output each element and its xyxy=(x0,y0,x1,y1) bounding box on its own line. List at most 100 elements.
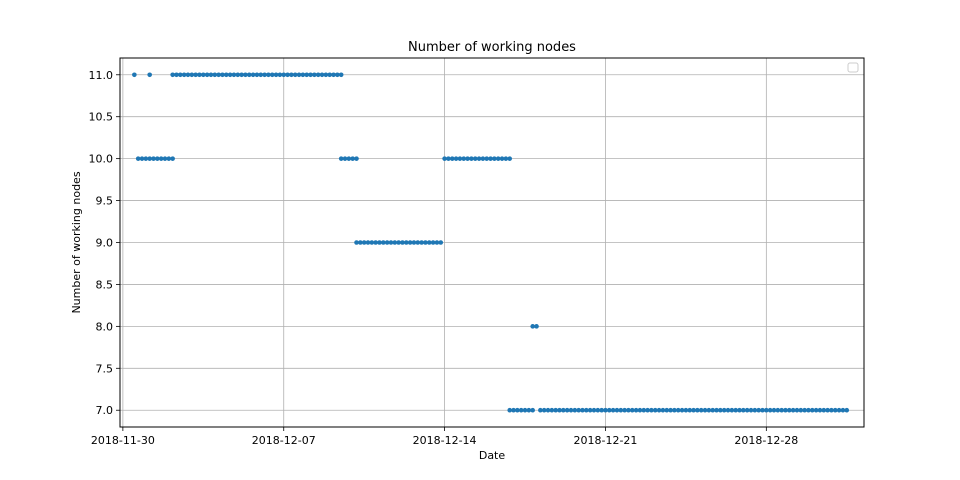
data-point xyxy=(813,407,819,413)
data-point xyxy=(266,72,271,78)
data-point xyxy=(756,407,761,413)
data-point xyxy=(220,72,225,78)
data-point xyxy=(798,407,804,413)
data-point xyxy=(614,407,620,413)
data-point xyxy=(155,156,160,161)
data-point xyxy=(695,407,700,413)
data-point xyxy=(675,407,681,413)
data-point xyxy=(771,407,777,413)
data-point xyxy=(227,72,233,78)
data-point xyxy=(308,72,313,78)
data-point xyxy=(250,72,256,78)
data-point xyxy=(683,407,689,413)
data-point xyxy=(610,407,616,413)
data-point xyxy=(652,407,658,413)
data-point xyxy=(802,407,807,413)
data-point xyxy=(166,156,172,161)
data-point xyxy=(411,240,417,245)
data-point xyxy=(304,72,310,78)
y-tick-label: 10.0 xyxy=(89,153,114,166)
data-point xyxy=(162,156,168,161)
data-point xyxy=(354,240,359,245)
data-point xyxy=(338,156,344,161)
data-point xyxy=(484,156,490,161)
data-point xyxy=(174,72,179,78)
data-point xyxy=(538,407,543,413)
data-point xyxy=(442,156,447,161)
data-point xyxy=(721,407,727,413)
data-point xyxy=(254,72,260,78)
data-point xyxy=(342,156,348,161)
data-point xyxy=(836,407,842,413)
data-point xyxy=(584,407,589,413)
data-point xyxy=(522,407,528,413)
data-point xyxy=(419,240,424,245)
data-point xyxy=(147,156,152,161)
data-point xyxy=(518,407,524,413)
data-point xyxy=(829,407,834,413)
data-point xyxy=(748,407,754,413)
data-point xyxy=(760,407,765,413)
data-point xyxy=(733,407,738,413)
data-point xyxy=(434,240,440,245)
data-point xyxy=(507,156,513,161)
data-point xyxy=(189,72,195,78)
data-point xyxy=(361,240,367,245)
data-point xyxy=(170,72,175,78)
data-point xyxy=(369,240,375,245)
data-point xyxy=(300,72,306,78)
axis-ticks: 7.0 7.5 8.0 8.5 9.0 9.5 10.0 10.5 11.0 2018-11-30… xyxy=(89,69,799,447)
data-point xyxy=(706,407,712,413)
data-point xyxy=(465,156,470,161)
data-point xyxy=(840,407,846,413)
y-tick-label: 7.5 xyxy=(96,362,114,375)
data-point xyxy=(338,72,344,78)
data-point xyxy=(679,407,685,413)
data-point xyxy=(503,156,509,161)
data-point xyxy=(289,72,294,78)
x-tick-label: 2018-12-21 xyxy=(573,434,637,447)
data-point xyxy=(335,72,340,78)
y-tick-label: 8.0 xyxy=(96,320,114,333)
data-point xyxy=(553,407,558,413)
chart-title: Number of working nodes xyxy=(408,40,576,55)
data-point xyxy=(764,407,769,413)
data-point xyxy=(292,72,298,78)
data-point xyxy=(607,407,612,413)
data-point xyxy=(151,156,156,161)
x-tick-label: 2018-12-14 xyxy=(413,434,477,447)
data-point xyxy=(779,407,784,413)
data-point xyxy=(246,72,252,78)
data-point xyxy=(664,407,670,413)
data-point xyxy=(526,407,532,413)
data-point xyxy=(714,407,719,413)
data-point xyxy=(185,72,191,78)
data-point xyxy=(633,407,639,413)
data-point xyxy=(698,407,704,413)
y-tick-label: 9.5 xyxy=(96,195,114,208)
data-point xyxy=(702,407,708,413)
data-point xyxy=(645,407,650,413)
data-point xyxy=(388,240,394,245)
data-point xyxy=(262,72,267,78)
data-point xyxy=(476,156,482,161)
data-point xyxy=(737,407,742,413)
data-point xyxy=(400,240,405,245)
data-point xyxy=(277,72,283,78)
data-point xyxy=(790,407,796,413)
data-point xyxy=(561,407,566,413)
data-point xyxy=(622,407,627,413)
data-point xyxy=(832,407,838,413)
data-point xyxy=(844,407,850,413)
data-point xyxy=(557,407,562,413)
data-point xyxy=(373,240,378,245)
data-point xyxy=(377,240,382,245)
x-tick-label: 2018-12-28 xyxy=(734,434,798,447)
data-point xyxy=(381,240,386,245)
data-point xyxy=(821,407,827,413)
data-point xyxy=(541,407,547,413)
data-point xyxy=(691,407,696,413)
data-point xyxy=(461,156,467,161)
data-point xyxy=(396,240,401,245)
